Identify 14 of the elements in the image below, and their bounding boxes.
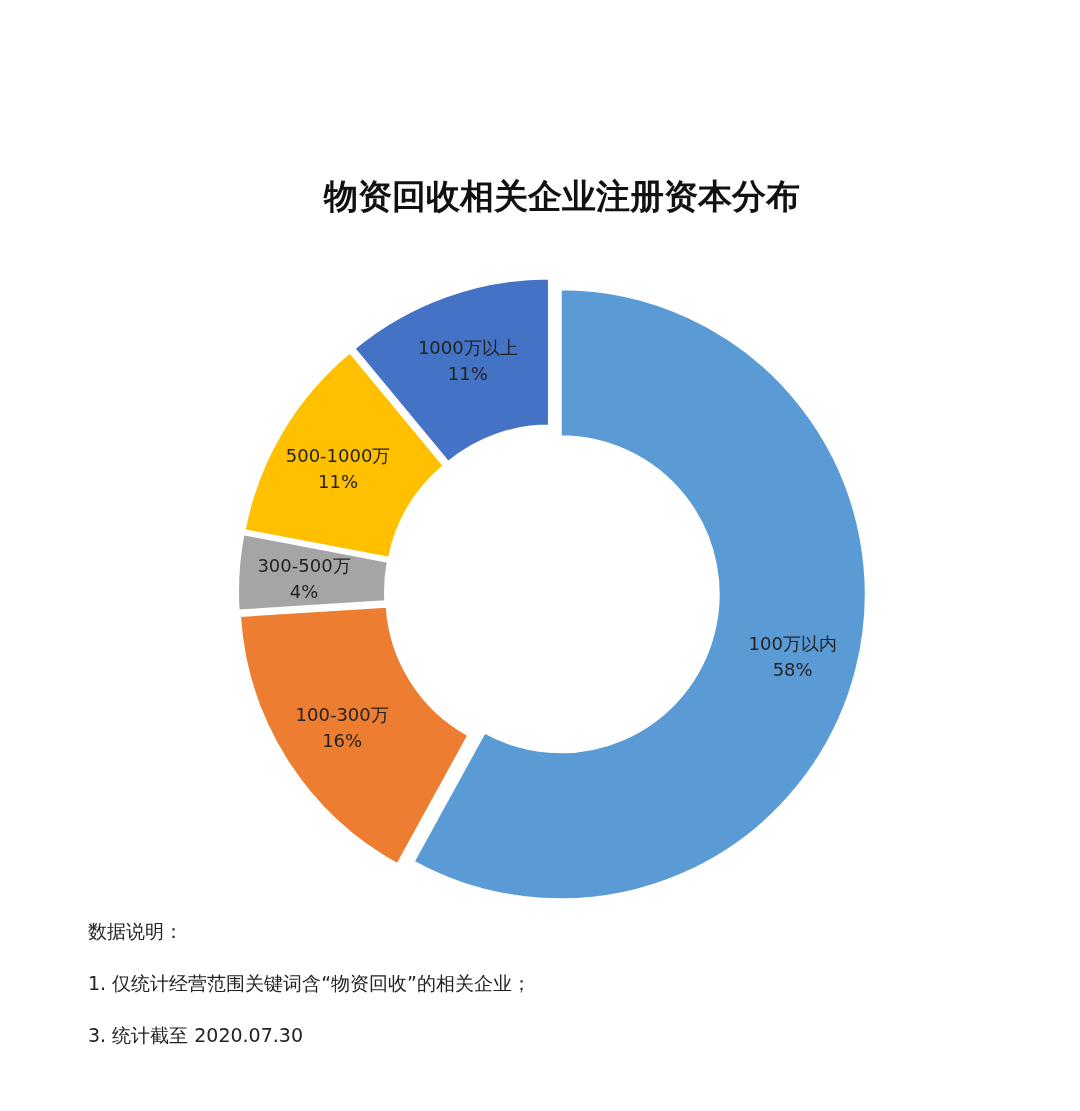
data-label: 58% <box>772 658 813 680</box>
slice-label: 300-500万 <box>257 555 351 577</box>
data-label: 11% <box>318 470 359 492</box>
text: 1. 仅统计经营范围关键词含“物资回收”的相关企业； <box>88 972 531 994</box>
data-label: 16% <box>322 730 363 752</box>
data-label: 4% <box>289 581 319 603</box>
text: 数据说明： <box>88 920 183 942</box>
slice-label: 100万以内 <box>748 632 837 654</box>
slice-label: 1000万以上 <box>417 337 518 359</box>
slice-label: 500-1000万 <box>285 444 391 466</box>
text: 3. 统计截至 2020.07.30 <box>88 1024 303 1046</box>
data-label: 11% <box>447 363 488 385</box>
chart-title: 物资回收相关企业注册资本分布 <box>323 176 800 216</box>
slice-label: 100-300万 <box>295 704 389 726</box>
